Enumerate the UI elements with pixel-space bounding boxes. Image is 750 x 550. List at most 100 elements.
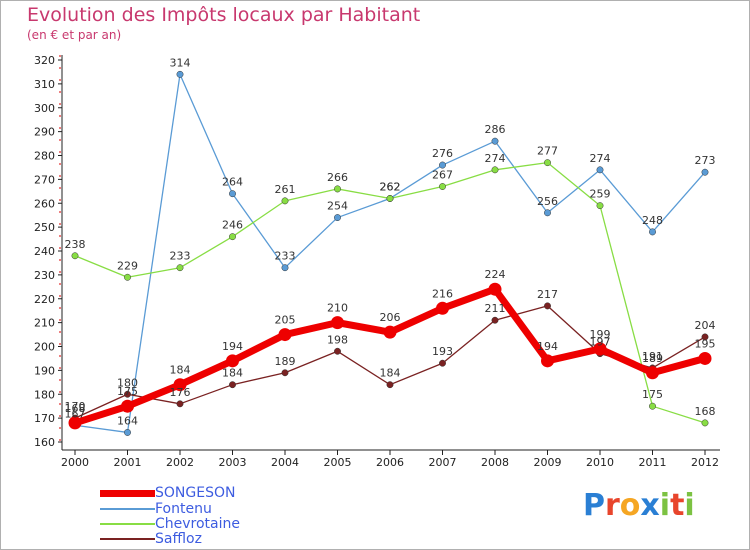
point-saffloz [334, 347, 341, 355]
point-fontenu [281, 264, 289, 272]
legend-label: Saffloz [155, 531, 202, 547]
point-fontenu [491, 137, 499, 145]
data-label-saffloz: 189 [275, 355, 296, 368]
proxiti-logo: Proxiti [583, 488, 695, 523]
point-songeson [68, 416, 82, 430]
point-saffloz [124, 390, 131, 398]
point-saffloz [491, 316, 499, 324]
point-chevrotaine [71, 252, 79, 260]
x-tick-label: 2011 [639, 456, 667, 469]
point-fontenu [701, 168, 709, 176]
logo-letter: i [659, 488, 671, 523]
data-label-saffloz: 217 [537, 288, 558, 301]
y-tick-label: 210 [34, 317, 55, 330]
y-tick-label: 290 [34, 126, 55, 139]
point-chevrotaine [229, 233, 236, 241]
data-label-saffloz: 198 [327, 333, 348, 346]
data-label-chevrotaine: 229 [117, 259, 138, 272]
point-saffloz [701, 333, 709, 341]
chart-subtitle: (en € et par an) [27, 28, 122, 42]
x-tick-label: 2007 [429, 456, 457, 469]
logo-letter: x [640, 488, 660, 523]
point-saffloz [281, 369, 289, 377]
y-tick-label: 190 [34, 364, 55, 377]
point-chevrotaine [701, 419, 709, 427]
x-tick-label: 2010 [586, 456, 614, 469]
data-label-fontenu: 314 [170, 56, 191, 69]
data-label-chevrotaine: 267 [432, 169, 453, 182]
data-label-songeson: 189 [642, 352, 663, 365]
data-label-saffloz: 191 [642, 350, 663, 363]
point-fontenu [596, 166, 604, 174]
data-label-songeson: 175 [117, 385, 138, 398]
legend-swatch [100, 523, 155, 525]
logo-letter: i [684, 488, 695, 523]
data-label-chevrotaine: 168 [695, 405, 716, 418]
data-label-fontenu: 248 [642, 214, 663, 227]
data-label-songeson: 205 [275, 314, 296, 327]
point-songeson [593, 342, 607, 356]
x-tick-label: 2002 [166, 456, 194, 469]
logo-letter: o [619, 488, 641, 523]
data-label-chevrotaine: 266 [327, 171, 348, 184]
data-label-fontenu: 286 [485, 123, 506, 136]
logo-letter: r [605, 488, 620, 523]
data-label-songeson: 184 [170, 364, 191, 377]
point-songeson [698, 351, 712, 365]
data-label-saffloz: 197 [590, 336, 611, 349]
point-saffloz [176, 400, 184, 408]
x-tick-label: 2012 [691, 456, 719, 469]
data-label-saffloz: 193 [432, 345, 453, 358]
data-label-saffloz: 180 [117, 376, 138, 389]
y-tick-label: 170 [34, 412, 55, 425]
y-tick-label: 240 [34, 245, 55, 258]
data-label-songeson: 206 [380, 311, 401, 324]
data-label-chevrotaine: 175 [642, 388, 663, 401]
legend-swatch [100, 508, 155, 510]
point-saffloz [544, 302, 551, 310]
y-tick-label: 160 [34, 436, 55, 449]
legend-item-chevrotaine: Chevrotaine [100, 516, 240, 532]
point-chevrotaine [386, 195, 394, 202]
point-chevrotaine [649, 402, 656, 410]
legend-item-songeson: SONGESON [100, 485, 235, 501]
point-songeson [226, 354, 239, 368]
point-songeson [436, 301, 449, 315]
legend-swatch [100, 489, 155, 497]
point-chevrotaine [281, 197, 289, 205]
point-fontenu [544, 209, 551, 217]
data-label-songeson: 168 [65, 402, 86, 415]
y-tick-label: 310 [34, 78, 55, 91]
point-fontenu [334, 214, 341, 222]
y-tick-label: 200 [34, 341, 55, 354]
data-label-songeson: 224 [485, 268, 506, 281]
point-chevrotaine [124, 273, 131, 281]
point-songeson [646, 366, 659, 380]
x-tick-label: 2001 [114, 456, 142, 469]
data-label-fontenu: 167 [65, 407, 86, 420]
chart-title: Evolution des Impôts locaux par Habitant [27, 4, 421, 26]
data-label-saffloz: 204 [695, 319, 716, 332]
point-songeson [541, 354, 554, 368]
data-label-saffloz: 184 [222, 367, 243, 380]
point-songeson [278, 328, 292, 342]
point-saffloz [229, 381, 236, 389]
point-fontenu [124, 429, 131, 436]
point-saffloz [439, 359, 446, 367]
data-label-chevrotaine: 259 [590, 188, 611, 201]
point-fontenu [229, 190, 236, 198]
data-label-chevrotaine: 238 [65, 238, 86, 251]
data-label-fontenu: 273 [695, 154, 716, 167]
point-songeson [173, 378, 187, 392]
point-chevrotaine [596, 202, 604, 210]
point-fontenu [439, 161, 446, 169]
y-tick-label: 320 [34, 54, 55, 67]
data-label-fontenu: 256 [537, 195, 558, 208]
y-tick-label: 250 [34, 221, 55, 234]
data-label-chevrotaine: 277 [537, 145, 558, 158]
data-label-saffloz: 211 [485, 302, 506, 315]
data-label-chevrotaine: 246 [222, 219, 243, 232]
data-label-songeson: 210 [327, 302, 348, 315]
point-songeson [488, 282, 502, 296]
series-points [68, 70, 712, 436]
